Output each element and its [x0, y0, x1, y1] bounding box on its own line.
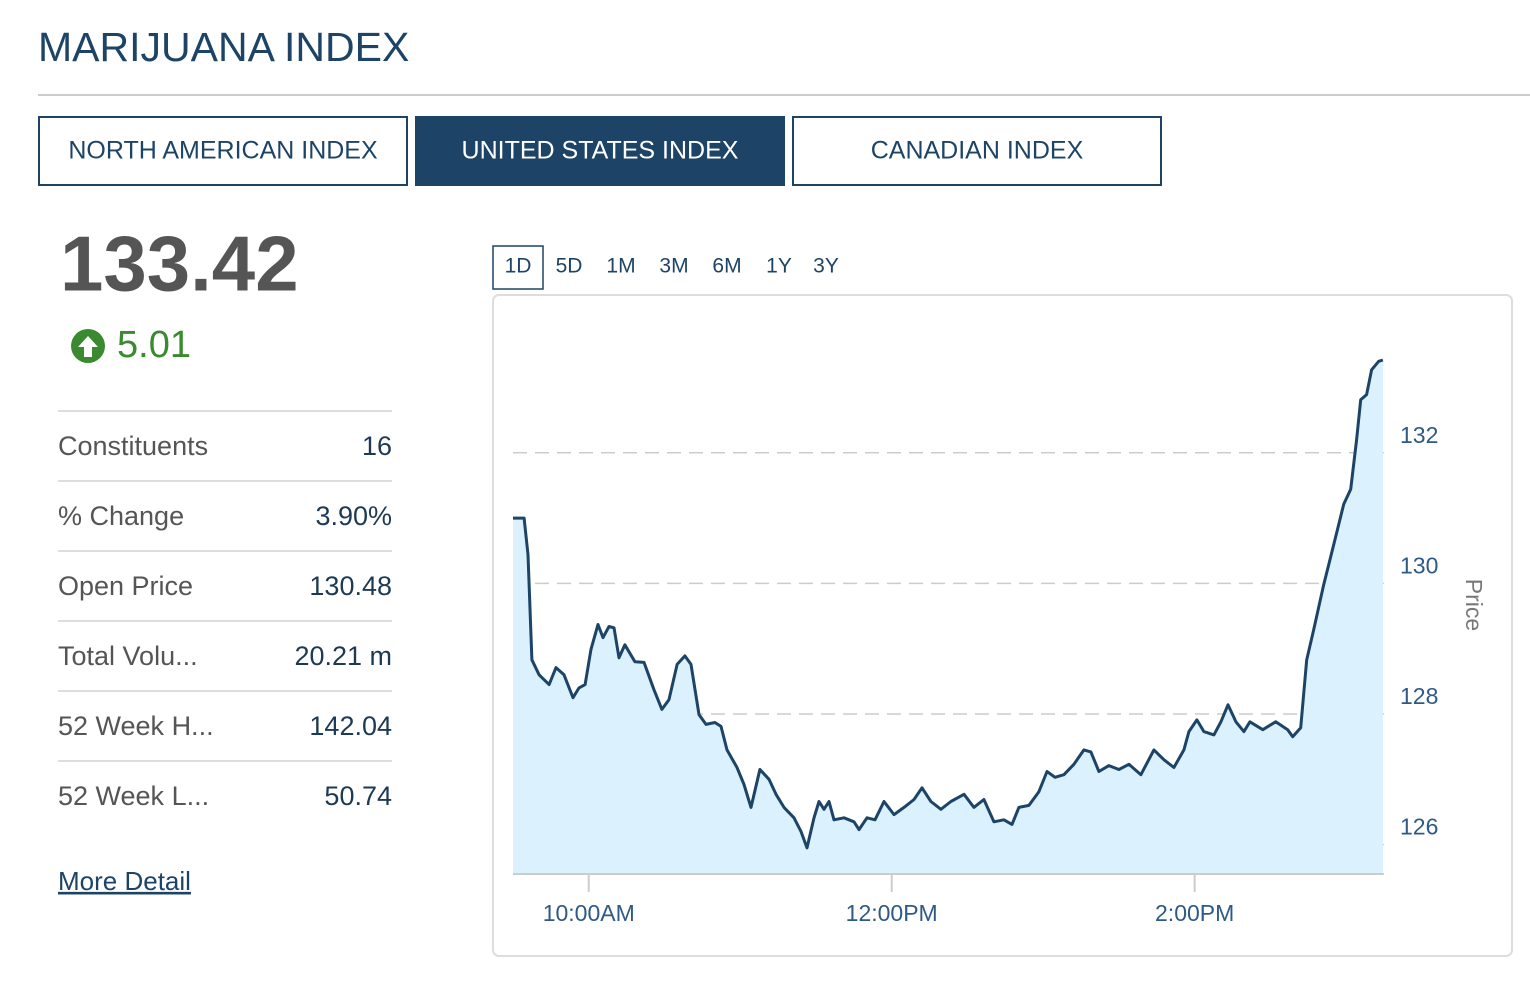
x-tick-label: 10:00AM: [543, 900, 635, 926]
index-tab-label[interactable]: UNITED STATES INDEX: [462, 137, 739, 165]
x-tick-label: 12:00PM: [846, 900, 938, 926]
stat-label: 52 Week L...: [58, 781, 209, 811]
stat-label: 52 Week H...: [58, 711, 214, 741]
stat-value: 20.21 m: [294, 641, 392, 671]
range-selected: [492, 245, 544, 290]
index-price: 133.42: [60, 220, 299, 308]
stat-label: Total Volu...: [58, 641, 198, 671]
stat-label: Constituents: [58, 431, 208, 461]
range-button[interactable]: 3Y: [813, 255, 839, 278]
index-change: 5.01: [117, 324, 191, 366]
price-area: [513, 360, 1383, 874]
range-button[interactable]: 1M: [606, 255, 635, 278]
range-button[interactable]: 6M: [712, 255, 741, 278]
stat-value: 50.74: [324, 781, 392, 811]
index-tab[interactable]: [792, 116, 1162, 186]
chart-frame: [492, 294, 1513, 957]
y-tick-label: 132: [1400, 422, 1438, 448]
index-tab[interactable]: [38, 116, 408, 186]
range-button[interactable]: 3M: [659, 255, 688, 278]
index-tab-label[interactable]: NORTH AMERICAN INDEX: [68, 137, 378, 165]
y-tick-label: 126: [1400, 814, 1438, 840]
page-title: MARIJUANA INDEX: [38, 24, 409, 70]
stat-value: 142.04: [309, 711, 392, 741]
index-tab-label[interactable]: CANADIAN INDEX: [871, 137, 1084, 165]
up-arrow: [78, 336, 98, 357]
stat-label: % Change: [58, 501, 184, 531]
stat-value: 16: [362, 431, 392, 461]
stat-label: Open Price: [58, 571, 193, 601]
stat-value: 3.90%: [315, 501, 392, 531]
more-detail-link[interactable]: More Detail: [58, 866, 191, 896]
price-line: [513, 358, 1384, 850]
range-button[interactable]: 5D: [556, 255, 583, 278]
range-button[interactable]: 1D: [505, 255, 532, 278]
x-tick-label: 2:00PM: [1155, 900, 1234, 926]
y-tick-label: 128: [1400, 683, 1438, 709]
y-axis-title: Price: [1461, 579, 1487, 631]
y-tick-label: 130: [1400, 552, 1438, 578]
stat-value: 130.48: [309, 571, 392, 601]
index-tab[interactable]: [415, 116, 785, 186]
range-button[interactable]: 1Y: [766, 255, 792, 278]
